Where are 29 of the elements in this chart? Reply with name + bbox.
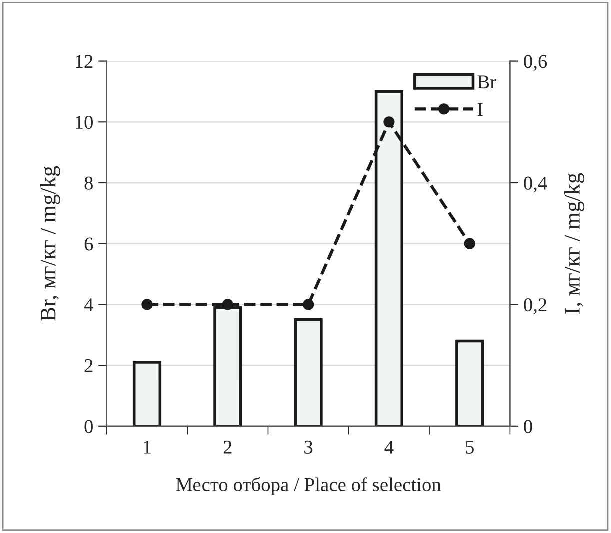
bar (294, 318, 323, 426)
y2-axis-title: I, мг/кг / mg/kg (564, 173, 585, 314)
y2-tick-label: 0,6 (524, 55, 548, 72)
x-tick-label: 1 (144, 440, 151, 454)
y-tick-label: 8 (84, 176, 93, 190)
y2-tick-label: 0,4 (524, 176, 548, 193)
point (384, 116, 395, 128)
y2-tick-label: 0 (524, 420, 532, 434)
legend-label: Br (478, 76, 496, 89)
x-tick-label: 5 (466, 441, 474, 454)
y-tick-label: 10 (76, 116, 93, 130)
x-tick-label: 4 (384, 440, 394, 454)
y-tick-label: 0 (84, 420, 93, 434)
point (222, 299, 234, 310)
point (303, 299, 314, 310)
x-tick-label: 2 (224, 440, 232, 454)
x-axis-title: Место отбора / Place of selection (176, 477, 442, 496)
y-tick-label: 6 (84, 238, 94, 251)
bar (456, 340, 484, 426)
x-tick-label: 3 (304, 440, 313, 454)
y2-tick-label: 0,2 (524, 298, 547, 314)
point (142, 299, 153, 310)
y-tick-label: 2 (84, 359, 93, 372)
y-tick-label: 12 (76, 55, 93, 68)
y-tick-label: 4 (84, 298, 94, 312)
legend-label: I (478, 103, 483, 116)
bar (132, 361, 162, 426)
point (464, 238, 476, 250)
y-axis-title: Br, мг/кг / mg/kg (40, 166, 60, 322)
